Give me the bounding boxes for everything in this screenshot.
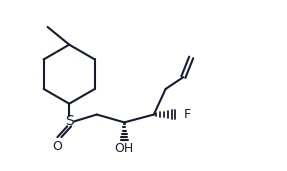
Text: OH: OH	[115, 142, 134, 155]
Text: F: F	[183, 108, 191, 121]
Text: S: S	[65, 114, 73, 128]
Text: O: O	[53, 141, 62, 154]
